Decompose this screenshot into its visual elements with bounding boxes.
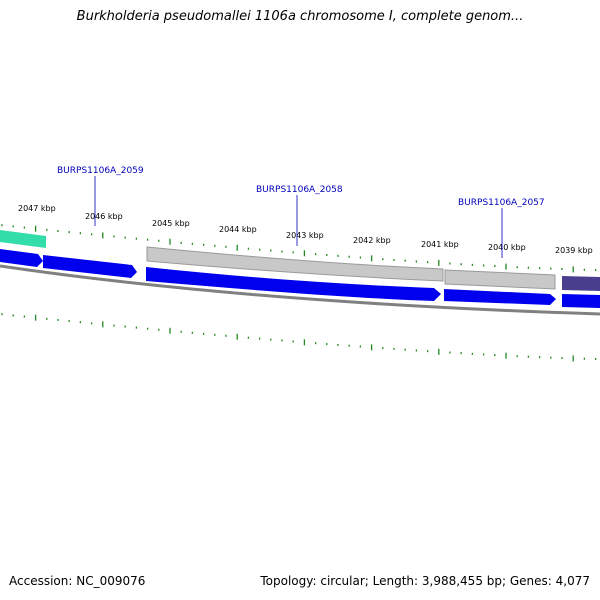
ruler-ticks-lower bbox=[1, 313, 597, 362]
cds-arrow[interactable] bbox=[444, 289, 556, 305]
ruler-label: 2040 kbp bbox=[488, 243, 526, 252]
ruler-label: 2042 kbp bbox=[353, 236, 391, 245]
ruler-label: 2041 kbp bbox=[421, 240, 459, 249]
cds-arrow[interactable] bbox=[0, 249, 43, 267]
gene-label[interactable]: BURPS1106A_2057 bbox=[458, 198, 545, 208]
ruler-label: 2043 kbp bbox=[286, 231, 324, 240]
cds-arrow[interactable] bbox=[562, 294, 600, 308]
ruler-label: 2044 kbp bbox=[219, 225, 257, 234]
genome-summary-text: Topology: circular; Length: 3,988,455 bp… bbox=[260, 574, 590, 588]
ruler-label: 2039 kbp bbox=[555, 246, 593, 255]
map-title: Burkholderia pseudomallei 1106a chromoso… bbox=[76, 9, 524, 24]
cds-arrow[interactable] bbox=[43, 255, 137, 278]
accession-text: Accession: NC_009076 bbox=[9, 574, 146, 588]
ruler-label: 2047 kbp bbox=[18, 204, 56, 213]
gene-label[interactable]: BURPS1106A_2059 bbox=[57, 166, 144, 176]
gene-2057-bar[interactable] bbox=[444, 269, 556, 290]
gene-2059-bar[interactable] bbox=[0, 230, 46, 248]
gene-2058-bar[interactable] bbox=[146, 246, 444, 282]
chromosome-backbone bbox=[0, 264, 600, 316]
ruler-label: 2046 kbp bbox=[85, 212, 123, 221]
gene-label[interactable]: BURPS1106A_2058 bbox=[256, 185, 343, 195]
cds-arrow[interactable] bbox=[146, 267, 441, 301]
gene-next-bar[interactable] bbox=[562, 276, 600, 291]
ruler-label: 2045 kbp bbox=[152, 219, 190, 228]
ruler-ticks-upper bbox=[1, 224, 597, 273]
